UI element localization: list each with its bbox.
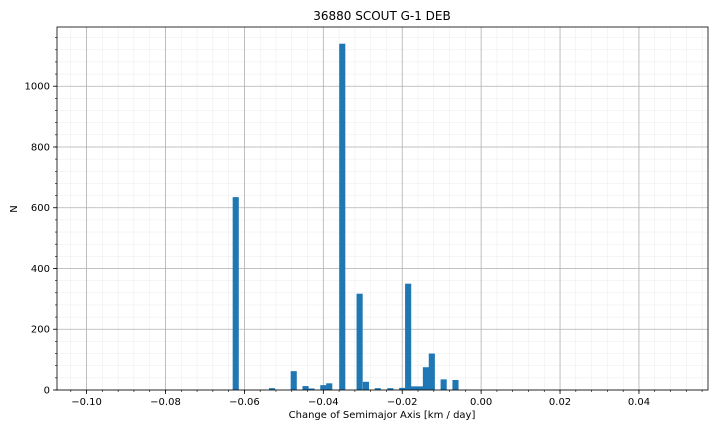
histogram-bar	[422, 367, 429, 390]
histogram-bar	[290, 371, 297, 390]
histogram-bar	[452, 379, 459, 390]
x-tick-label: 0.02	[549, 397, 571, 408]
histogram-bar	[362, 381, 369, 390]
x-tick-label: 0.00	[470, 397, 492, 408]
histogram-bar	[320, 385, 327, 390]
histogram-bar	[405, 283, 412, 390]
histogram-bar	[326, 383, 333, 390]
chart-title: 36880 SCOUT G-1 DEB	[313, 9, 451, 23]
y-tick-label: 0	[44, 386, 50, 397]
y-tick-label: 400	[31, 264, 50, 275]
histogram-bar	[399, 387, 406, 390]
histogram-bar	[428, 353, 435, 390]
histogram-bar	[339, 43, 346, 390]
bars-group	[232, 43, 459, 390]
x-axis-label: Change of Semimajor Axis [km / day]	[289, 410, 476, 421]
histogram-bar	[387, 388, 394, 390]
x-tick-label: −0.10	[71, 397, 102, 408]
x-tick-label: −0.04	[308, 397, 339, 408]
histogram-bar	[411, 386, 418, 390]
x-tick-label: −0.06	[229, 397, 260, 408]
y-tick-label: 800	[31, 142, 50, 153]
y-tick-label: 200	[31, 325, 50, 336]
x-tick-label: −0.08	[150, 397, 181, 408]
histogram-bar	[232, 197, 239, 390]
histogram-bar	[268, 388, 276, 390]
y-tick-label: 1000	[25, 82, 50, 93]
histogram-bar	[302, 386, 309, 390]
x-tick-label: −0.02	[387, 397, 418, 408]
histogram-bar	[416, 386, 424, 390]
histogram-bar	[440, 379, 447, 390]
histogram-bar	[374, 388, 381, 390]
y-tick-label: 600	[31, 203, 50, 214]
plot-frame	[56, 26, 709, 391]
histogram-bar	[356, 293, 363, 390]
y-axis-label: N	[9, 205, 20, 212]
y-axis-ticks: 0 200 400 600 800 1000	[25, 37, 57, 397]
histogram-bar	[308, 388, 315, 390]
x-tick-label: 0.04	[628, 397, 650, 408]
x-axis-ticks: −0.10 −0.08 −0.06 −0.04 −0.02 0.00 0.02 0.04	[70, 390, 703, 408]
